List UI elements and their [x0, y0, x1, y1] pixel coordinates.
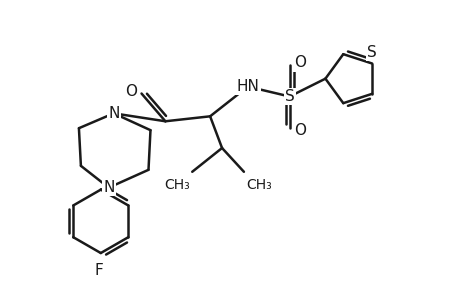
Text: N: N	[103, 180, 114, 195]
Text: O: O	[294, 55, 306, 70]
Text: F: F	[94, 263, 103, 278]
Text: O: O	[125, 84, 137, 99]
Text: O: O	[294, 123, 306, 138]
Text: HN: HN	[236, 79, 259, 94]
Text: CH₃: CH₃	[164, 178, 190, 192]
Text: S: S	[284, 89, 294, 104]
Text: CH₃: CH₃	[246, 178, 271, 192]
Text: N: N	[108, 106, 119, 121]
Text: S: S	[366, 45, 376, 60]
